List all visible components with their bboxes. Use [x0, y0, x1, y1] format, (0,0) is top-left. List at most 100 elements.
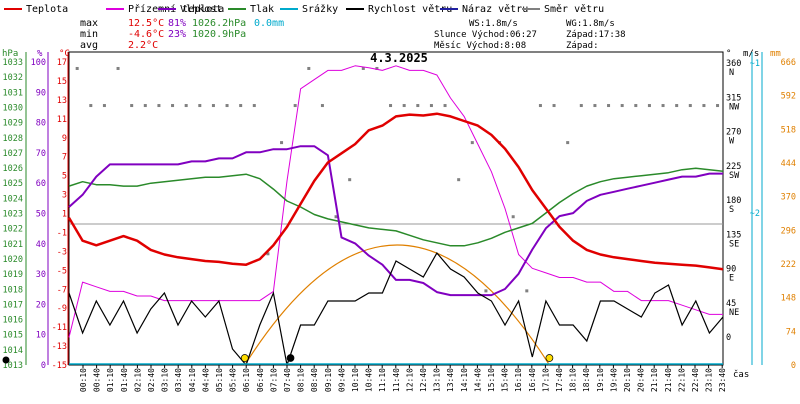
pct-tick: 20: [36, 300, 46, 310]
direction-tick: W: [729, 137, 735, 147]
c-tick: -13: [52, 342, 67, 352]
wind-direction-point: [280, 141, 284, 145]
time-tick: 09:40: [337, 368, 346, 392]
pct-tick: 50: [36, 210, 46, 220]
hpa-tick: 1026: [3, 164, 23, 174]
direction-tick: N: [729, 68, 734, 78]
time-tick: 22:40: [691, 368, 700, 392]
c-tick: -7: [57, 285, 67, 295]
pct-tick: 0: [41, 361, 46, 371]
wind-direction-point: [348, 178, 352, 182]
hpa-tick: 1031: [3, 88, 23, 98]
wm-tick: 592: [781, 92, 796, 102]
wind-direction-point: [429, 104, 433, 108]
wind-direction-point: [538, 104, 542, 108]
time-tick: 15:40: [501, 368, 510, 392]
wind-direction-point: [579, 104, 583, 108]
wind-direction-point: [184, 104, 188, 108]
wind-direction-point: [647, 104, 651, 108]
deg-tick: 270: [726, 128, 741, 138]
time-tick: 01:40: [120, 368, 129, 392]
hpa-tick: 1017: [3, 300, 23, 310]
time-tick: 10:10: [351, 368, 360, 392]
c-tick: 15: [57, 77, 67, 87]
moonrise-marker: [286, 354, 295, 362]
stats-block: max 12.5°C 81% 1026.2hPa 0.0mm min -4.6°…: [80, 18, 284, 51]
ms-tick: ~1: [750, 59, 760, 69]
wind-direction-point: [661, 104, 665, 108]
stats-min-press: 1020.9hPa: [192, 29, 246, 40]
pct-tick: 40: [36, 240, 46, 250]
time-tick: 06:40: [256, 368, 265, 392]
time-tick: 10:40: [365, 368, 374, 392]
legend-label-dir: Směr větru: [544, 3, 604, 15]
wind-direction-point: [607, 104, 611, 108]
wind-direction-point: [143, 104, 147, 108]
wm-tick: 444: [781, 159, 796, 169]
legend-label-hum: Vlhkost: [180, 4, 222, 15]
wind-direction-layer: [75, 66, 720, 293]
stats-min-temp: -4.6°C: [128, 29, 164, 40]
legend-label-temp: Teplota: [26, 4, 68, 15]
wm-tick: 296: [781, 226, 796, 236]
legend: Teplota Přízemní teplota Vlhkost Tlak Sr…: [4, 3, 604, 15]
pct-axis-title: %: [37, 49, 43, 59]
stats-max-label: max: [80, 18, 98, 29]
info-wg: WG:1.8m/s: [566, 19, 615, 29]
wind-direction-point: [266, 252, 270, 256]
time-tick: 18:10: [569, 368, 578, 392]
stats-max-hum: 81%: [168, 18, 186, 29]
deg-axis-title: °: [726, 49, 731, 59]
series-line-vlhkost: [68, 145, 723, 297]
pct-tick: 30: [36, 270, 46, 280]
wind-direction-point: [470, 141, 474, 145]
wind-direction-point: [171, 104, 175, 108]
time-tick: 16:40: [528, 368, 537, 392]
series-line-wind-speed: [68, 251, 724, 368]
wind-direction-point: [675, 104, 679, 108]
time-tick: 21:40: [664, 368, 673, 392]
wind-direction-point: [320, 104, 324, 108]
hpa-tick: 1013: [3, 361, 23, 371]
hpa-tick: 1032: [3, 73, 23, 83]
hpa-tick: 1024: [3, 194, 23, 204]
wm-tick: 148: [781, 294, 796, 304]
time-tick: 02:40: [147, 368, 156, 392]
wind-direction-point: [389, 104, 393, 108]
pct-tick: 10: [36, 331, 46, 341]
direction-tick: NE: [729, 308, 739, 318]
time-tick: 03:10: [161, 368, 170, 392]
time-tick: 23:10: [705, 368, 714, 392]
wm-tick: 0: [791, 361, 796, 371]
wind-direction-point: [702, 104, 706, 108]
deg-tick: 45: [726, 299, 736, 309]
deg-tick: 0: [726, 333, 731, 343]
direction-tick: NW: [729, 102, 740, 112]
wind-direction-point: [75, 66, 79, 70]
c-tick: 17: [57, 58, 67, 68]
wind-direction-point: [211, 104, 215, 108]
ms-axis: ~1 ~2: [750, 59, 760, 219]
wind-direction-point: [620, 104, 624, 108]
wind-direction-point: [484, 289, 488, 293]
wind-direction-point: [130, 104, 134, 108]
legend-label-ground: Přízemní teplota: [128, 3, 224, 15]
wind-direction-point: [198, 104, 202, 108]
time-tick: 04:40: [201, 368, 210, 392]
time-tick: 00:40: [93, 368, 102, 392]
series-line-teplota: [67, 112, 724, 271]
wind-direction-point: [402, 104, 406, 108]
wind-direction-point: [89, 104, 93, 108]
hpa-axis: 1033 1032 1031 1030 1029 1028 1027 1026 1025 1024…: [3, 58, 23, 371]
wind-direction-point: [307, 66, 311, 70]
wind-direction-point: [688, 104, 692, 108]
axis-headers: hPa % °C ° m/s mm čas: [2, 49, 781, 380]
time-tick: 23:40: [718, 368, 727, 392]
wind-direction-point: [525, 289, 529, 293]
wind-direction-point: [552, 104, 556, 108]
pct-tick: 90: [36, 88, 46, 98]
wind-direction-point: [593, 104, 597, 108]
